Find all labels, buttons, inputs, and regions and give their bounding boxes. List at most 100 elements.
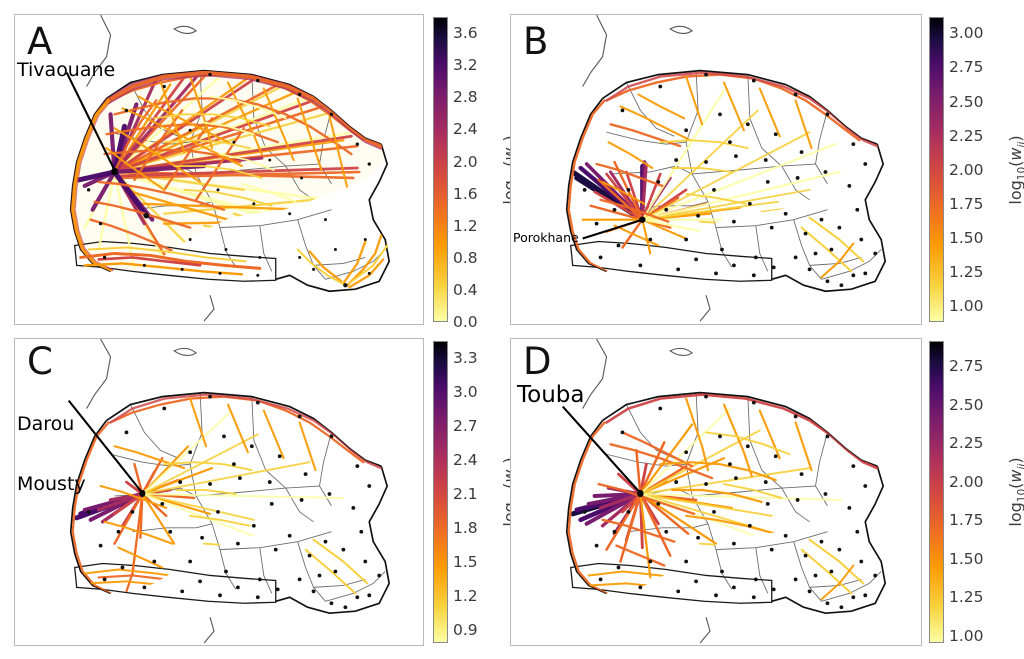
colorbar-b-ticks: 3.00 2.75 2.50 2.25 2.00 1.75 1.50 1.25 … xyxy=(949,17,1003,322)
cbar-d-title-varsub: ij xyxy=(1016,463,1024,470)
map-c-leader-line xyxy=(67,399,146,496)
map-c-national-border xyxy=(69,391,391,615)
cbar-d-tick-3: 2.00 xyxy=(949,472,984,491)
cbar-a-tick-7: 0.8 xyxy=(453,248,478,267)
cbar-c-tick-3: 2.4 xyxy=(453,450,478,469)
map-d-leader-line xyxy=(561,405,644,497)
map-b-southeast-flows xyxy=(800,216,865,279)
colorbar-a-ticks: 3.6 3.2 2.8 2.4 2.0 1.6 1.2 0.8 0.4 0.0 xyxy=(453,17,497,331)
panel-b-map xyxy=(511,15,921,324)
map-a-coast-detail xyxy=(86,15,215,322)
cbar-b-tick-0: 3.00 xyxy=(949,24,984,43)
map-d-gambia-outline xyxy=(570,562,773,604)
cbar-a-tick-1: 3.2 xyxy=(453,56,478,75)
map-b-admin-boundaries xyxy=(606,70,882,280)
panel-c-letter: C xyxy=(27,340,53,383)
map-d-nodes xyxy=(582,394,878,610)
cbar-a-tick-2: 2.8 xyxy=(453,88,478,107)
colorbar-b xyxy=(929,17,944,322)
cbar-c-tick-1: 3.0 xyxy=(453,382,478,401)
map-c-svg xyxy=(67,339,391,644)
map-c-flow-edges xyxy=(74,411,365,593)
colorbar-d xyxy=(929,341,944,643)
colorbar-c xyxy=(433,341,448,643)
map-a-leader-line xyxy=(65,72,118,175)
map-d-national-border xyxy=(565,391,887,615)
panel-c-city-line-1: Darou xyxy=(17,412,75,435)
cbar-c-tick-5: 1.8 xyxy=(453,518,478,537)
map-d-southeast-flows xyxy=(800,538,865,601)
cbar-b-tick-4: 2.00 xyxy=(949,160,984,179)
panel-c: C Darou Mousty xyxy=(14,338,424,646)
map-a-gambia-outline xyxy=(74,240,277,282)
cbar-d-title-log: log xyxy=(1006,502,1024,527)
cbar-b-title-varsub: ij xyxy=(1016,141,1024,148)
panel-b-city-label: Porokhane xyxy=(513,230,579,245)
panel-d: D Touba xyxy=(510,338,922,646)
map-a-gambia-flows xyxy=(79,246,262,276)
cbar-a-tick-5: 1.6 xyxy=(453,184,478,203)
panel-a-map xyxy=(15,15,423,324)
cbar-d-title-base: 10 xyxy=(1016,488,1024,503)
panel-d-letter: D xyxy=(523,340,552,383)
cbar-b-tick-8: 1.00 xyxy=(949,296,984,315)
map-b-gambia-outline xyxy=(570,240,773,282)
cbar-d-tick-0: 2.75 xyxy=(949,357,984,375)
panel-a-letter: A xyxy=(27,20,53,63)
cbar-b-title-base: 10 xyxy=(1016,166,1024,181)
map-c-gambia-outline xyxy=(74,562,277,604)
panel-a: A Tivaouane xyxy=(14,14,424,325)
panel-b-letter: B xyxy=(523,20,549,63)
cbar-b-tick-3: 2.25 xyxy=(949,126,984,145)
map-b-national-border xyxy=(565,69,887,293)
colorbar-d-title: log10(wij) xyxy=(1006,457,1024,526)
cbar-a-tick-9: 0.0 xyxy=(453,313,478,331)
colorbar-d-ticks: 2.75 2.50 2.25 2.00 1.75 1.50 1.25 1.00 xyxy=(949,341,1003,645)
map-b-leader-line xyxy=(582,216,646,240)
cbar-d-tick-1: 2.50 xyxy=(949,395,984,414)
cbar-c-tick-6: 1.5 xyxy=(453,552,478,571)
cbar-a-tick-3: 2.4 xyxy=(453,120,478,139)
cbar-c-tick-2: 2.7 xyxy=(453,416,478,435)
map-d-svg xyxy=(561,339,887,644)
map-d-coast-detail xyxy=(582,339,711,644)
cbar-a-tick-4: 2.0 xyxy=(453,152,478,171)
colorbar-b-title: log10(wij) xyxy=(1006,135,1024,204)
map-a-svg xyxy=(65,15,391,322)
cbar-d-tick-7: 1.00 xyxy=(949,627,984,645)
map-c-coast-detail xyxy=(86,339,215,644)
panel-c-map xyxy=(15,339,423,645)
cbar-d-title-var: w xyxy=(1006,469,1024,483)
cbar-a-tick-8: 0.4 xyxy=(453,280,478,299)
cbar-b-title-log: log xyxy=(1006,180,1024,205)
cbar-c-tick-0: 3.3 xyxy=(453,349,478,367)
map-c-southeast-flows xyxy=(304,538,369,595)
cbar-d-tick-5: 1.50 xyxy=(949,549,984,568)
map-c-admin-boundaries xyxy=(110,392,386,602)
cbar-b-tick-5: 1.75 xyxy=(949,194,984,213)
cbar-d-tick-6: 1.25 xyxy=(949,588,984,607)
map-b-coast-detail xyxy=(582,15,711,322)
cbar-d-tick-4: 1.75 xyxy=(949,511,984,530)
map-b-nodes xyxy=(582,72,878,288)
colorbar-c-ticks: 3.3 3.0 2.7 2.4 2.1 1.8 1.5 1.2 0.9 xyxy=(453,341,497,643)
cbar-c-tick-4: 2.1 xyxy=(453,484,478,503)
map-c-nodes xyxy=(86,394,382,610)
cbar-b-tick-2: 2.50 xyxy=(949,92,984,111)
map-b-svg xyxy=(565,15,887,322)
colorbar-a xyxy=(433,17,448,322)
panel-c-city-line-2: Mousty xyxy=(17,472,86,495)
panel-a-city-label: Tivaouane xyxy=(17,59,116,81)
cbar-b-tick-7: 1.25 xyxy=(949,262,984,281)
panel-b: B Porokhane xyxy=(510,14,922,325)
cbar-a-tick-0: 3.6 xyxy=(453,24,478,43)
panel-c-city-label: Darou Mousty xyxy=(17,375,86,535)
cbar-d-tick-2: 2.25 xyxy=(949,434,984,453)
cbar-c-tick-8: 0.9 xyxy=(453,620,478,639)
panel-d-city-label: Touba xyxy=(517,382,585,408)
cbar-b-title-var: w xyxy=(1006,147,1024,161)
cbar-b-tick-1: 2.75 xyxy=(949,58,984,77)
cbar-a-tick-6: 1.2 xyxy=(453,216,478,235)
cbar-c-tick-7: 1.2 xyxy=(453,586,478,605)
